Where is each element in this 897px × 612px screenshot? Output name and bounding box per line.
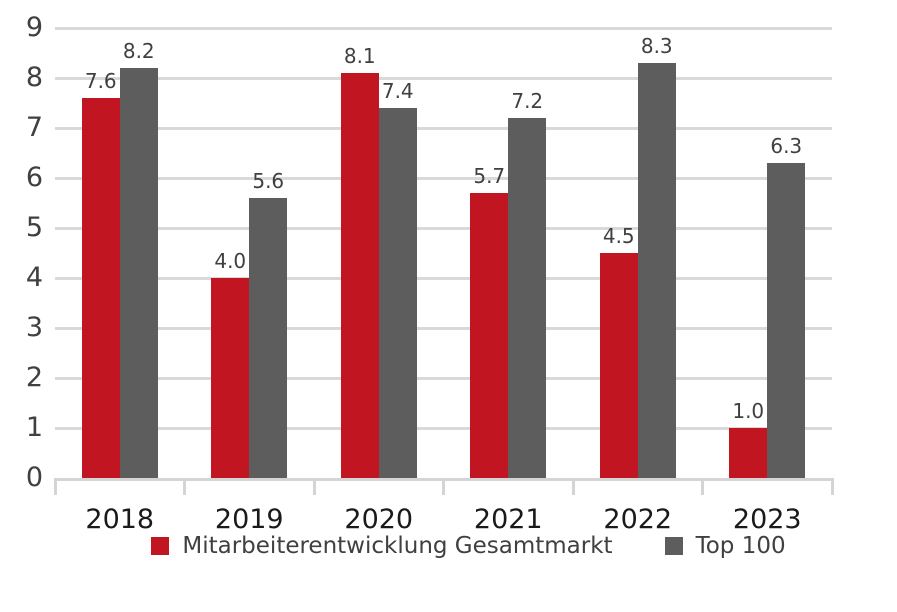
y-axis-tick-label: 6 xyxy=(25,162,43,193)
bar-value-label: 4.5 xyxy=(602,224,635,248)
x-axis-tick-label: 2018 xyxy=(85,504,155,535)
gridline xyxy=(55,426,832,430)
x-axis-tick xyxy=(571,478,575,495)
bar xyxy=(508,118,547,478)
y-axis-tick-label: 0 xyxy=(25,462,43,493)
gridline xyxy=(55,326,832,330)
bar-value-label: 6.3 xyxy=(770,134,803,158)
bar xyxy=(729,428,768,478)
x-axis-tick-label: 2020 xyxy=(344,504,414,535)
gridline xyxy=(55,276,832,280)
legend-item: Top 100 xyxy=(664,532,786,560)
x-axis-tick-label: 2019 xyxy=(214,504,284,535)
bar xyxy=(211,278,250,478)
legend-label: Mitarbeiterentwicklung Gesamtmarkt xyxy=(182,533,613,559)
bar-value-label: 8.1 xyxy=(343,44,376,68)
bar-value-label: 8.2 xyxy=(122,39,155,63)
bar-value-label: 7.6 xyxy=(84,69,117,93)
legend-swatch xyxy=(664,537,683,555)
bar xyxy=(637,63,676,478)
y-axis-tick-label: 4 xyxy=(25,262,43,293)
bar-value-label: 4.0 xyxy=(214,249,247,273)
gridline xyxy=(55,76,832,80)
bar xyxy=(81,98,120,478)
bar xyxy=(119,68,158,478)
legend: Mitarbeiterentwicklung Gesamtmarkt Top 10… xyxy=(40,532,897,560)
y-axis-tick-label: 5 xyxy=(25,212,43,243)
legend-label: Top 100 xyxy=(695,533,786,559)
y-axis-tick-label: 8 xyxy=(25,62,43,93)
bar-value-label: 7.4 xyxy=(381,79,414,103)
bar xyxy=(378,108,417,478)
gridline xyxy=(55,26,832,30)
bar-value-label: 1.0 xyxy=(732,399,765,423)
x-axis-tick-label: 2022 xyxy=(603,504,673,535)
x-axis-tick-label: 2021 xyxy=(473,504,543,535)
bar xyxy=(470,193,509,478)
bar xyxy=(599,253,638,478)
x-axis-tick xyxy=(53,478,57,495)
bar xyxy=(340,73,379,478)
bar-value-label: 7.2 xyxy=(511,89,544,113)
legend-item: Mitarbeiterentwicklung Gesamtmarkt xyxy=(151,532,613,560)
gridline xyxy=(55,176,832,180)
bar-value-label: 8.3 xyxy=(640,34,673,58)
y-axis-tick-label: 2 xyxy=(25,362,43,393)
y-axis-tick-label: 9 xyxy=(25,12,43,43)
y-axis-tick-label: 3 xyxy=(25,312,43,343)
gridline xyxy=(55,226,832,230)
legend-swatch xyxy=(151,537,170,555)
y-axis-tick-label: 1 xyxy=(25,412,43,443)
y-axis-tick-label: 7 xyxy=(25,112,43,143)
bar xyxy=(767,163,806,478)
bar-value-label: 5.6 xyxy=(252,169,285,193)
x-axis-tick-label: 2023 xyxy=(732,504,802,535)
x-axis-tick xyxy=(830,478,834,495)
bar-value-label: 5.7 xyxy=(473,164,506,188)
x-axis-tick xyxy=(312,478,316,495)
x-axis-tick xyxy=(442,478,445,495)
x-axis-tick xyxy=(701,478,704,495)
gridline xyxy=(55,126,832,130)
x-axis-tick xyxy=(183,478,186,495)
gridline xyxy=(55,376,832,380)
bar xyxy=(249,198,288,478)
